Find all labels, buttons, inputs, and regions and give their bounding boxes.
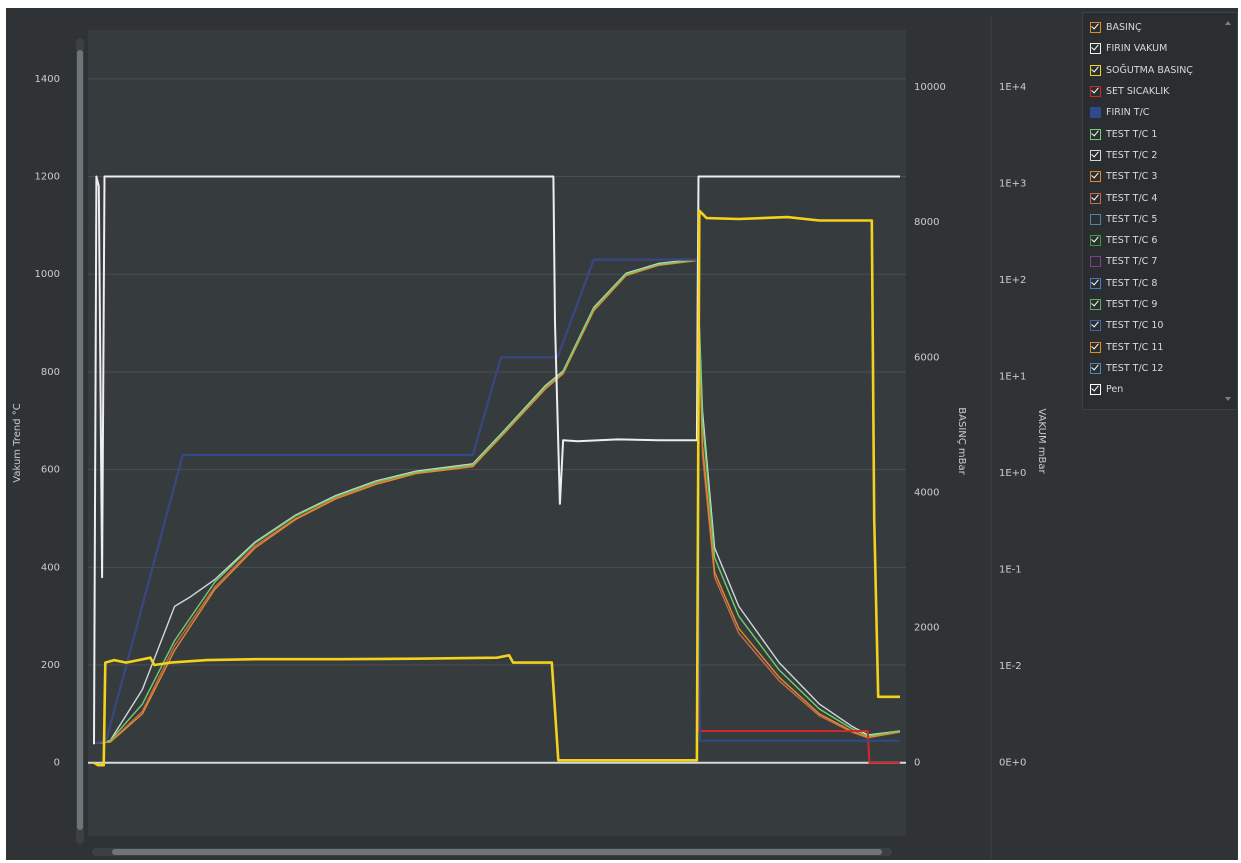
- right-axis-tick-label: 1E+4: [999, 82, 1026, 93]
- legend-scroll-up-icon[interactable]: [1225, 21, 1231, 25]
- legend-item[interactable]: TEST T/C 11: [1090, 336, 1237, 357]
- legend-checkbox[interactable]: [1090, 235, 1101, 247]
- legend-label: TEST T/C 12: [1106, 362, 1164, 374]
- middle-axis-tick-label: 4000: [914, 487, 939, 498]
- middle-axis-tick-label: 0: [914, 758, 920, 769]
- left-axis-tick-label: 1400: [35, 74, 60, 85]
- legend-checkbox[interactable]: [1090, 86, 1101, 98]
- middle-axis-tick-label: 2000: [914, 623, 939, 634]
- legend-checkbox[interactable]: [1090, 64, 1101, 76]
- legend-item[interactable]: TEST T/C 5: [1090, 209, 1237, 230]
- legend-label: TEST T/C 11: [1106, 341, 1164, 353]
- legend-item[interactable]: SOĞUTMA BASINÇ: [1090, 60, 1237, 81]
- legend-checkbox[interactable]: [1090, 320, 1101, 332]
- legend-label: TEST T/C 10: [1106, 320, 1164, 332]
- right-axis-title: VAKUM mBar: [1036, 408, 1047, 474]
- legend-label: SOĞUTMA BASINÇ: [1106, 64, 1193, 76]
- legend-label: TEST T/C 4: [1106, 192, 1158, 204]
- legend-checkbox[interactable]: [1090, 149, 1101, 161]
- left-axis-tick-label: 600: [41, 465, 60, 476]
- series-line-test-t-c-1: [93, 258, 901, 744]
- right-axis-tick-label: 1E-2: [999, 661, 1022, 672]
- series-layer: [93, 175, 901, 767]
- right-axis-tick-label: 1E+2: [999, 275, 1026, 286]
- series-line-firin-vakum: [93, 175, 900, 745]
- legend-label: Pen: [1106, 384, 1124, 396]
- legend-item[interactable]: TEST T/C 6: [1090, 230, 1237, 251]
- legend-item[interactable]: TEST T/C 7: [1090, 251, 1237, 272]
- middle-axis-tick-label: 10000: [914, 82, 946, 93]
- legend-item[interactable]: TEST T/C 12: [1090, 358, 1237, 379]
- legend-label: TEST T/C 2: [1106, 149, 1158, 161]
- legend-item[interactable]: Pen: [1090, 379, 1237, 400]
- legend-item[interactable]: FIRIN T/C: [1090, 102, 1237, 123]
- legend-label: TEST T/C 8: [1106, 277, 1158, 289]
- right-axis-tick-label: 1E+1: [999, 372, 1026, 383]
- legend-item[interactable]: TEST T/C 8: [1090, 273, 1237, 294]
- series-line-test-t-c-4: [93, 259, 901, 744]
- legend-checkbox[interactable]: [1090, 171, 1101, 183]
- left-axis-tick-label: 200: [41, 660, 60, 671]
- legend-item[interactable]: FIRIN VAKUM: [1090, 38, 1237, 59]
- legend-item[interactable]: TEST T/C 4: [1090, 187, 1237, 208]
- legend-checkbox[interactable]: [1090, 22, 1101, 34]
- series-line-test-t-c-2: [93, 258, 901, 744]
- right-axis-ticks: 1E+4 1E+3 1E+2 1E+1 1E+0 1E-1 1E-2 0E+0: [999, 82, 1026, 769]
- middle-axis-title: BASINÇ mBar: [956, 407, 967, 475]
- middle-axis-tick-label: 6000: [914, 352, 939, 363]
- legend-checkbox[interactable]: [1090, 384, 1101, 396]
- legend-label: TEST T/C 1: [1106, 128, 1158, 140]
- chart-frame: 1400 1200 1000 800 600 400 200 0 10000 8000 6000 4…: [6, 8, 1238, 860]
- left-axis-ticks: 1400 1200 1000 800 600 400 200 0: [35, 74, 60, 769]
- plot-area: [88, 30, 906, 836]
- legend-label: TEST T/C 9: [1106, 299, 1158, 310]
- legend-label: TEST T/C 5: [1106, 213, 1158, 225]
- legend-item[interactable]: TEST T/C 1: [1090, 123, 1237, 144]
- legend-panel: BASINÇ FIRIN VAKUM SOĞUTMA BASINÇ SET SICAK…: [1082, 12, 1238, 410]
- legend-checkbox[interactable]: [1090, 299, 1101, 310]
- legend-item[interactable]: SET SICAKLIK: [1090, 81, 1237, 102]
- right-axis-tick-label: 1E+3: [999, 179, 1026, 190]
- middle-axis-ticks: 10000 8000 6000 4000 2000 0: [914, 82, 946, 769]
- left-axis-tick-label: 1000: [35, 269, 60, 280]
- legend-item[interactable]: TEST T/C 10: [1090, 315, 1237, 336]
- legend-item[interactable]: TEST T/C 9: [1090, 294, 1237, 315]
- left-axis-tick-label: 400: [41, 562, 60, 573]
- horizontal-scrollbar-thumb[interactable]: [112, 849, 882, 855]
- right-axis-tick-label: 1E+0: [999, 468, 1026, 479]
- legend-label: FIRIN VAKUM: [1106, 43, 1168, 55]
- legend-checkbox[interactable]: [1090, 43, 1101, 55]
- legend-item[interactable]: TEST T/C 2: [1090, 145, 1237, 166]
- legend-checkbox[interactable]: [1090, 213, 1101, 225]
- legend-checkbox[interactable]: [1090, 277, 1101, 289]
- legend-checkbox[interactable]: [1090, 362, 1101, 374]
- legend-scroll-down-icon[interactable]: [1225, 397, 1231, 401]
- series-line-soğutma-basinç: [93, 209, 900, 767]
- legend-checkbox[interactable]: [1090, 128, 1101, 140]
- legend-item[interactable]: BASINÇ: [1090, 17, 1237, 38]
- right-axis-tick-label: 0E+0: [999, 758, 1026, 769]
- legend-label: FIRIN T/C: [1106, 107, 1150, 119]
- left-axis-tick-label: 1200: [35, 172, 60, 183]
- legend-label: BASINÇ: [1106, 22, 1142, 34]
- right-axis-tick-label: 1E-1: [999, 565, 1022, 576]
- legend-label: SET SICAKLIK: [1106, 86, 1170, 98]
- left-axis-title: Vakum Trend °C: [12, 403, 23, 482]
- legend-label: TEST T/C 7: [1106, 256, 1158, 268]
- legend-label: TEST T/C 6: [1106, 235, 1158, 247]
- legend-label: TEST T/C 3: [1106, 171, 1158, 183]
- legend-list: BASINÇ FIRIN VAKUM SOĞUTMA BASINÇ SET SICAK…: [1090, 17, 1237, 400]
- left-axis-tick-label: 800: [41, 367, 60, 378]
- middle-axis-tick-label: 8000: [914, 217, 939, 228]
- series-line-test-t-c-3: [93, 259, 901, 744]
- legend-item[interactable]: TEST T/C 3: [1090, 166, 1237, 187]
- legend-checkbox[interactable]: [1090, 341, 1101, 353]
- legend-checkbox[interactable]: [1090, 192, 1101, 204]
- vertical-scrollbar-thumb[interactable]: [77, 50, 83, 830]
- left-axis-tick-label: 0: [54, 758, 60, 769]
- legend-checkbox[interactable]: [1090, 256, 1101, 268]
- legend-checkbox[interactable]: [1090, 107, 1101, 119]
